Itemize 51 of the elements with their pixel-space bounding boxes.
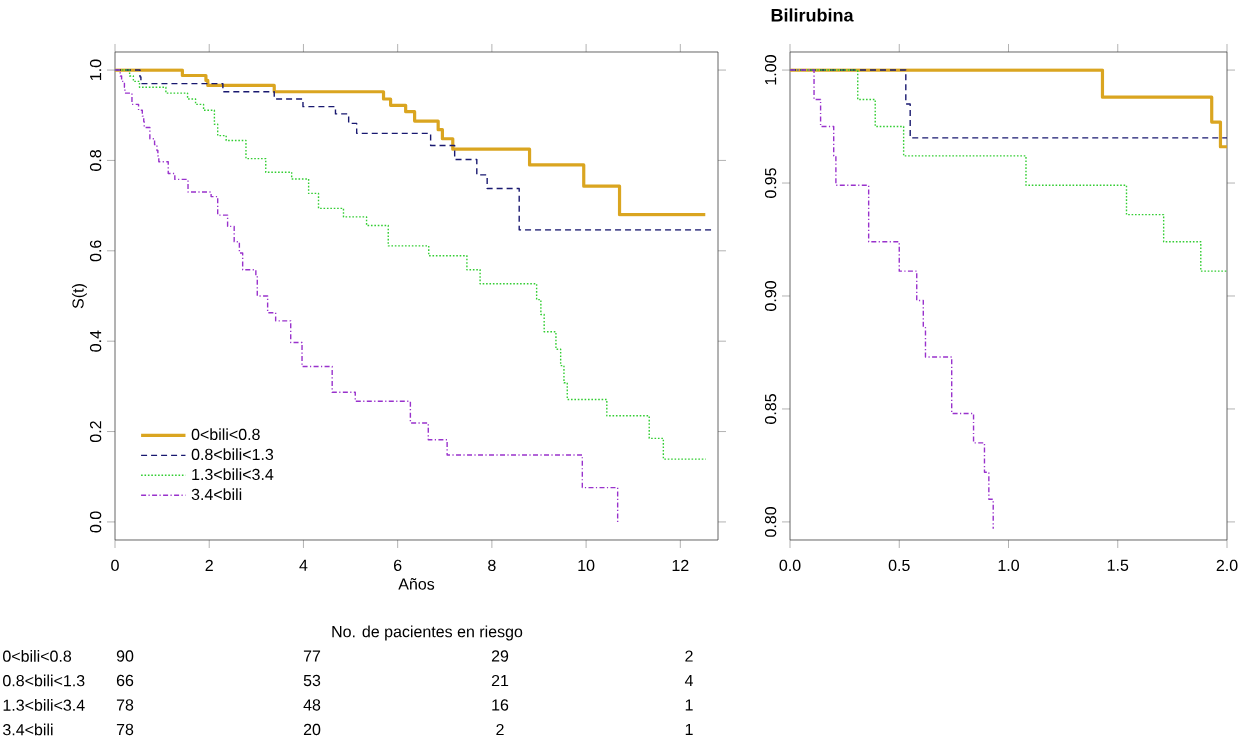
x-axis-title: Años <box>398 578 435 590</box>
y-tick-label: 0.6 <box>89 240 102 262</box>
text: 29 <box>491 650 509 662</box>
x-tick-label: 2 <box>205 559 213 571</box>
x-tick-label: 0.5 <box>888 559 910 572</box>
y-tick-label: 0.4 <box>89 330 102 352</box>
text: 77 <box>303 650 321 662</box>
y-tick-label: 1.0 <box>89 59 102 80</box>
x-tick-label: 4 <box>299 559 308 571</box>
text: 1 <box>685 723 693 735</box>
text: 3.4<bili <box>3 723 53 736</box>
text: 48 <box>303 699 321 711</box>
text: 20 <box>303 723 321 736</box>
y-tick-label: 0.0 <box>89 511 102 533</box>
text: 66 <box>116 674 134 687</box>
legend-label: 0<bili<0.8 <box>191 428 260 441</box>
legend-label: 1.3<bili<3.4 <box>192 468 274 481</box>
text: 2 <box>685 650 693 662</box>
x-tick-label: 1.0 <box>998 559 1020 572</box>
text: 78 <box>116 699 134 711</box>
y-tick-label: 0.95 <box>764 168 777 198</box>
y-tick-label: 0.8 <box>89 150 102 171</box>
legend-label: 0.8<bili<1.3 <box>191 448 274 461</box>
y-tick-label: 0.85 <box>764 394 777 424</box>
y-tick-label: 0.2 <box>89 421 102 443</box>
text: 1.3<bili<3.4 <box>3 699 85 711</box>
text: 2 <box>496 723 504 736</box>
text: 78 <box>116 723 134 736</box>
x-tick-label: 1.5 <box>1107 559 1129 571</box>
text: 16 <box>492 699 509 711</box>
x-tick-label: 8 <box>488 559 496 572</box>
text: 0.8<bili<1.3 <box>3 674 85 687</box>
text: 1 <box>685 699 693 711</box>
x-tick-label: 0 <box>111 559 119 572</box>
chart-title: Bilirubina <box>771 8 854 22</box>
y-tick-label: 1.00 <box>764 55 777 85</box>
text: 21 <box>491 674 509 687</box>
legend-label: 3.4<bili <box>191 488 242 501</box>
x-tick-label: 6 <box>394 559 402 572</box>
text: 53 <box>303 674 321 687</box>
x-tick-label: 10 <box>578 559 595 572</box>
text: 0<bili<0.8 <box>3 650 72 662</box>
text: 90 <box>116 650 134 662</box>
x-tick-label: 0.0 <box>779 559 801 572</box>
text: No. de pacientes en riesgo <box>332 625 523 641</box>
text: 4 <box>684 674 693 686</box>
y-tick-label: 0.90 <box>764 281 777 311</box>
y-axis-title: S(t) <box>71 284 87 309</box>
x-tick-label: 2.0 <box>1216 559 1238 572</box>
y-tick-label: 0.80 <box>764 506 777 537</box>
x-tick-label: 12 <box>672 559 689 571</box>
